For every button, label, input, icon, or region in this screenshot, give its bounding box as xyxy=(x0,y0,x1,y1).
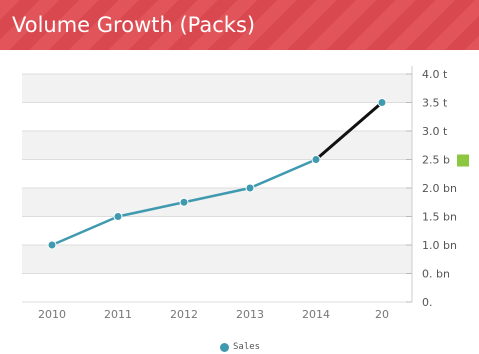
plot-band xyxy=(22,188,412,217)
chart-legend[interactable]: Sales xyxy=(220,341,260,353)
x-tick-label: 2010 xyxy=(38,308,66,321)
data-point xyxy=(377,98,387,107)
x-tick-label: 2014 xyxy=(302,308,330,321)
plot-band xyxy=(22,245,412,274)
series-line-sales xyxy=(51,101,383,247)
chart-title: Volume Growth (Packs) xyxy=(12,13,256,37)
x-tick-label: 2012 xyxy=(170,308,198,321)
x-tick-label: 2013 xyxy=(236,308,264,321)
y-tick-label: 2.0 bn xyxy=(422,182,457,195)
x-tick-label: 20 xyxy=(375,308,389,321)
line-chart: 2010 2011 2012 2013 2014 20 0. 0. bn 1.0 bn 1.5 … xyxy=(22,66,469,321)
plot-band xyxy=(22,74,412,103)
y-tick-label: 2.5 b xyxy=(422,154,450,167)
y-tick-label: 0. bn xyxy=(422,268,450,281)
x-tick-label: 2011 xyxy=(104,308,132,321)
y-tick-label: 4.0 t xyxy=(422,68,448,81)
y-tick-label: 3.0 t xyxy=(422,125,448,138)
green-marker-icon xyxy=(457,154,469,167)
y-tick-label: 1.0 bn xyxy=(422,239,457,252)
chart-header: Volume Growth (Packs) xyxy=(0,0,479,50)
highlighted-segment xyxy=(315,101,383,161)
y-tick-label: 1.5 bn xyxy=(422,211,457,224)
plot-band xyxy=(22,131,412,160)
data-point xyxy=(179,197,189,207)
legend-sales-marker-icon xyxy=(220,342,229,352)
data-point xyxy=(245,183,255,193)
data-point xyxy=(311,155,321,164)
data-point xyxy=(113,212,123,221)
y-tick-label: 0. xyxy=(422,296,433,309)
y-tick-label: 3.5 t xyxy=(422,97,448,110)
data-point xyxy=(47,240,57,250)
legend-sales-label: Sales xyxy=(233,342,261,352)
